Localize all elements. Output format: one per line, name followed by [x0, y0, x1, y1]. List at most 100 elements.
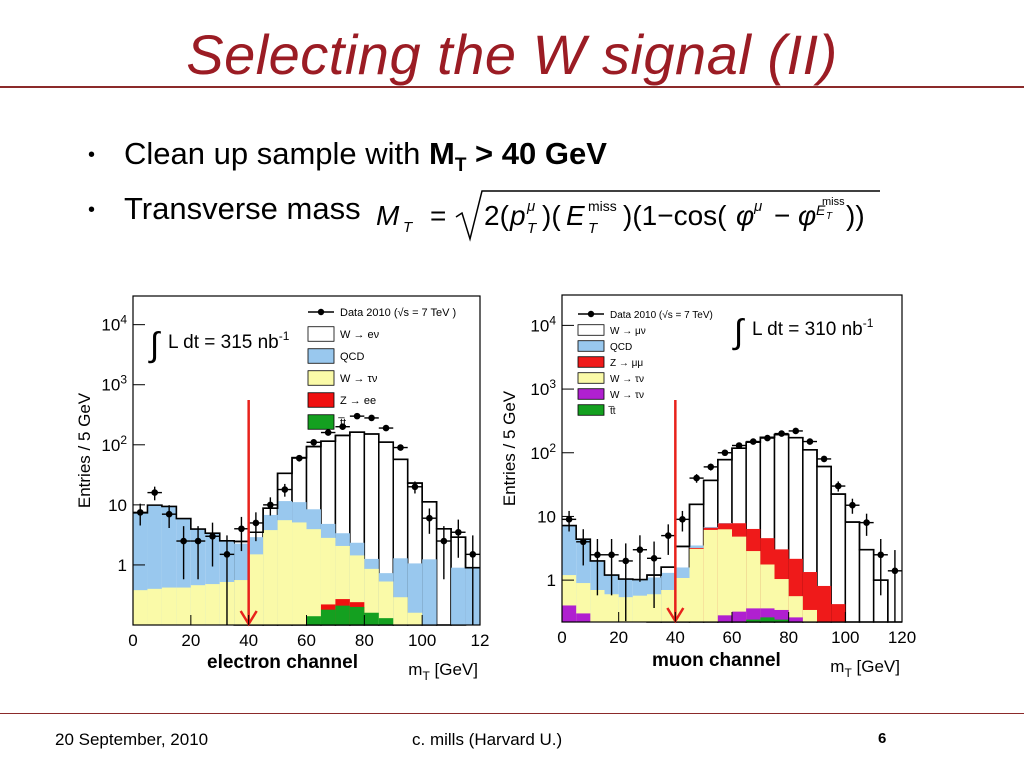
- legend-swatch: [307, 326, 335, 342]
- bullet-text: Transverse mass: [124, 191, 361, 226]
- svg-text:μ: μ: [753, 198, 762, 215]
- legend-swatch: [577, 388, 605, 400]
- svg-text:p: p: [509, 200, 526, 231]
- legend-swatch: [577, 372, 605, 384]
- data-point: [820, 455, 828, 463]
- histogram-bar: [147, 588, 162, 625]
- data-point: [636, 546, 644, 554]
- histogram-bar: [703, 529, 718, 622]
- data-point: [834, 482, 842, 490]
- histogram-bar: [632, 595, 647, 622]
- data-point: [608, 551, 615, 559]
- svg-text:E: E: [816, 202, 826, 218]
- histogram-bar: [364, 568, 379, 625]
- data-point: [238, 525, 245, 533]
- histogram-bar: [393, 597, 408, 625]
- data-point: [792, 427, 800, 435]
- histogram-bar: [422, 559, 437, 625]
- data-point: [165, 510, 173, 518]
- legend-label: Data 2010 (√s = 7 TeV ): [340, 307, 456, 319]
- data-point: [281, 486, 289, 493]
- data-point: [579, 538, 587, 546]
- data-point: [877, 551, 885, 559]
- stack-outline: [562, 433, 902, 623]
- histogram-bar: [292, 522, 307, 625]
- bullet-bold: MT > 40 GeV: [429, 136, 607, 177]
- y-axis-title: Entries / 5 GeV: [75, 392, 94, 508]
- data-point: [310, 439, 318, 446]
- y-tick-label: 10: [108, 496, 127, 515]
- histogram-bar: [161, 587, 177, 625]
- footer-divider: [0, 713, 1024, 714]
- y-tick-label: 104: [530, 313, 556, 335]
- histogram-bar: [263, 530, 278, 625]
- data-point: [440, 537, 448, 545]
- legend-swatch: [577, 404, 605, 416]
- data-point: [368, 414, 375, 422]
- histogram-bar: [407, 563, 423, 625]
- x-tick-label: 12: [471, 631, 490, 650]
- histogram-bar: [590, 589, 605, 622]
- y-tick-label: 103: [530, 377, 556, 399]
- series-data-2010: [562, 427, 902, 622]
- data-point: [397, 444, 404, 451]
- y-tick-label: 102: [530, 441, 556, 463]
- footer-date: 20 September, 2010: [55, 730, 209, 749]
- data-point: [764, 434, 771, 442]
- svg-text:−: −: [774, 200, 790, 231]
- muon-channel-caption: muon channel: [650, 650, 783, 672]
- slide-title: Selecting the W signal (II): [186, 23, 838, 86]
- legend-swatch: [307, 348, 335, 364]
- y-tick-label: 102: [101, 433, 127, 455]
- y-tick-label: 103: [101, 373, 127, 395]
- x-tick-label: 100: [831, 628, 859, 647]
- data-point: [339, 423, 346, 431]
- y-tick-label: 104: [101, 313, 127, 335]
- histogram-bar: [306, 529, 321, 625]
- series-w: [562, 529, 817, 622]
- data-point: [295, 454, 303, 462]
- x-tick-label: 40: [239, 631, 258, 650]
- data-point: [136, 509, 144, 516]
- histogram-bar: [746, 608, 761, 622]
- data-point: [650, 555, 658, 562]
- x-tick-label: 40: [666, 628, 685, 647]
- histogram-bar: [760, 564, 775, 622]
- legend-label: W → μν: [610, 326, 646, 337]
- histogram-bar: [788, 596, 803, 622]
- x-tick-label: 100: [408, 631, 436, 650]
- legend: Data 2010 (√s = 7 TeV ) W → eν QCD W → τν Z …: [307, 307, 456, 430]
- data-point: [426, 514, 433, 522]
- bullet-dot: •: [88, 144, 96, 166]
- integral-sign: ∫: [732, 313, 745, 351]
- integral-sign: ∫: [148, 326, 161, 364]
- histogram-bar: [335, 605, 350, 625]
- y-axis-title: Entries / 5 GeV: [500, 390, 519, 506]
- svg-text:μ: μ: [526, 198, 535, 215]
- data-point: [594, 551, 601, 559]
- histogram-bar: [364, 612, 379, 625]
- data-point: [664, 532, 672, 539]
- legend-label: t̅t: [337, 417, 346, 429]
- svg-text:M: M: [376, 200, 400, 231]
- data-point: [180, 537, 187, 545]
- data-point: [209, 532, 216, 540]
- legend-label: Z → ee: [340, 395, 376, 407]
- data-point: [151, 489, 158, 496]
- data-point: [252, 519, 260, 527]
- data-point: [622, 557, 630, 565]
- svg-text:)): )): [846, 200, 865, 231]
- luminosity-label: L dt = 310 nb-1: [752, 316, 874, 340]
- legend-label: Z → μμ: [610, 358, 643, 369]
- histogram-bar: [689, 548, 704, 622]
- electron-channel-plot: 0 20 40 60 80 100 12 1 10 102 103 104 Entries / 5 Ge…: [75, 295, 490, 683]
- legend-swatch: [577, 356, 605, 368]
- histogram-bar: [378, 618, 394, 625]
- svg-text:)(1−cos(: )(1−cos(: [623, 200, 727, 231]
- histogram-bar: [205, 584, 220, 625]
- legend-label: W → τν: [610, 390, 644, 401]
- title-divider: [0, 86, 1024, 88]
- x-tick-label: 20: [609, 628, 628, 647]
- svg-text:φ: φ: [736, 200, 754, 231]
- svg-text:E: E: [566, 200, 585, 231]
